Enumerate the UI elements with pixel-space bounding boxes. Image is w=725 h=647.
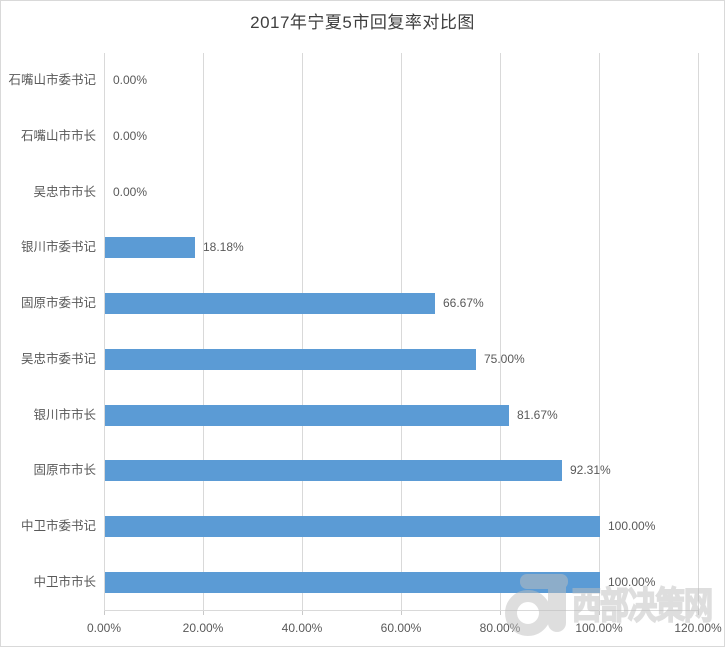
gridline (203, 53, 204, 610)
y-axis-category-label: 固原市市长 (33, 463, 96, 478)
bar-data-label: 66.67% (443, 296, 484, 311)
y-axis-category-label: 固原市委书记 (20, 296, 96, 311)
bar-data-label: 100.00% (608, 574, 656, 589)
x-axis-tick-label: 60.00% (380, 621, 422, 635)
x-axis-tick-label: 80.00% (479, 621, 521, 635)
y-axis-category-label: 银川市委书记 (20, 240, 96, 255)
bar (105, 515, 600, 537)
bar-data-label: 92.31% (570, 463, 611, 478)
bar-data-label: 100.00% (608, 518, 656, 533)
y-axis-category-label: 吴忠市市长 (33, 184, 96, 199)
y-axis-category-label: 中卫市市长 (33, 574, 96, 589)
bar-data-label: 81.67% (517, 407, 558, 422)
axis-tick (500, 610, 501, 615)
gridline (599, 53, 600, 610)
axis-tick (698, 610, 699, 615)
x-axis-tick-label: 40.00% (281, 621, 323, 635)
x-axis-line (104, 610, 698, 611)
bar-data-label: 18.18% (203, 240, 244, 255)
axis-tick (203, 610, 204, 615)
y-axis-category-label: 石嘴山市委书记 (8, 73, 96, 88)
y-axis-category-label: 吴忠市委书记 (20, 351, 96, 366)
gridline (302, 53, 303, 610)
axis-tick (104, 610, 105, 615)
gridline (500, 53, 501, 610)
gridline (401, 53, 402, 610)
axis-tick (599, 610, 600, 615)
bar-data-label: 0.00% (113, 129, 148, 144)
x-axis-tick-label: 0.00% (86, 621, 122, 635)
bar (105, 237, 195, 259)
y-axis-category-label: 中卫市委书记 (20, 518, 96, 533)
bar (105, 348, 476, 370)
x-axis-tick-label: 20.00% (182, 621, 224, 635)
y-axis-category-label: 石嘴山市市长 (20, 129, 96, 144)
bar (105, 293, 435, 315)
x-axis-tick-label: 120.00% (674, 621, 722, 635)
gridline (104, 53, 105, 610)
gridline (698, 53, 699, 610)
chart-title: 2017年宁夏5市回复率对比图 (250, 13, 475, 32)
bar-data-label: 0.00% (113, 73, 148, 88)
x-axis-tick-label: 100.00% (575, 621, 623, 635)
bar (105, 404, 509, 426)
y-axis-category-label: 银川市市长 (33, 407, 96, 422)
axis-tick (401, 610, 402, 615)
bar-data-label: 0.00% (113, 184, 148, 199)
axis-tick (302, 610, 303, 615)
bar (105, 460, 562, 482)
bar (105, 571, 600, 593)
bar-data-label: 75.00% (484, 351, 525, 366)
